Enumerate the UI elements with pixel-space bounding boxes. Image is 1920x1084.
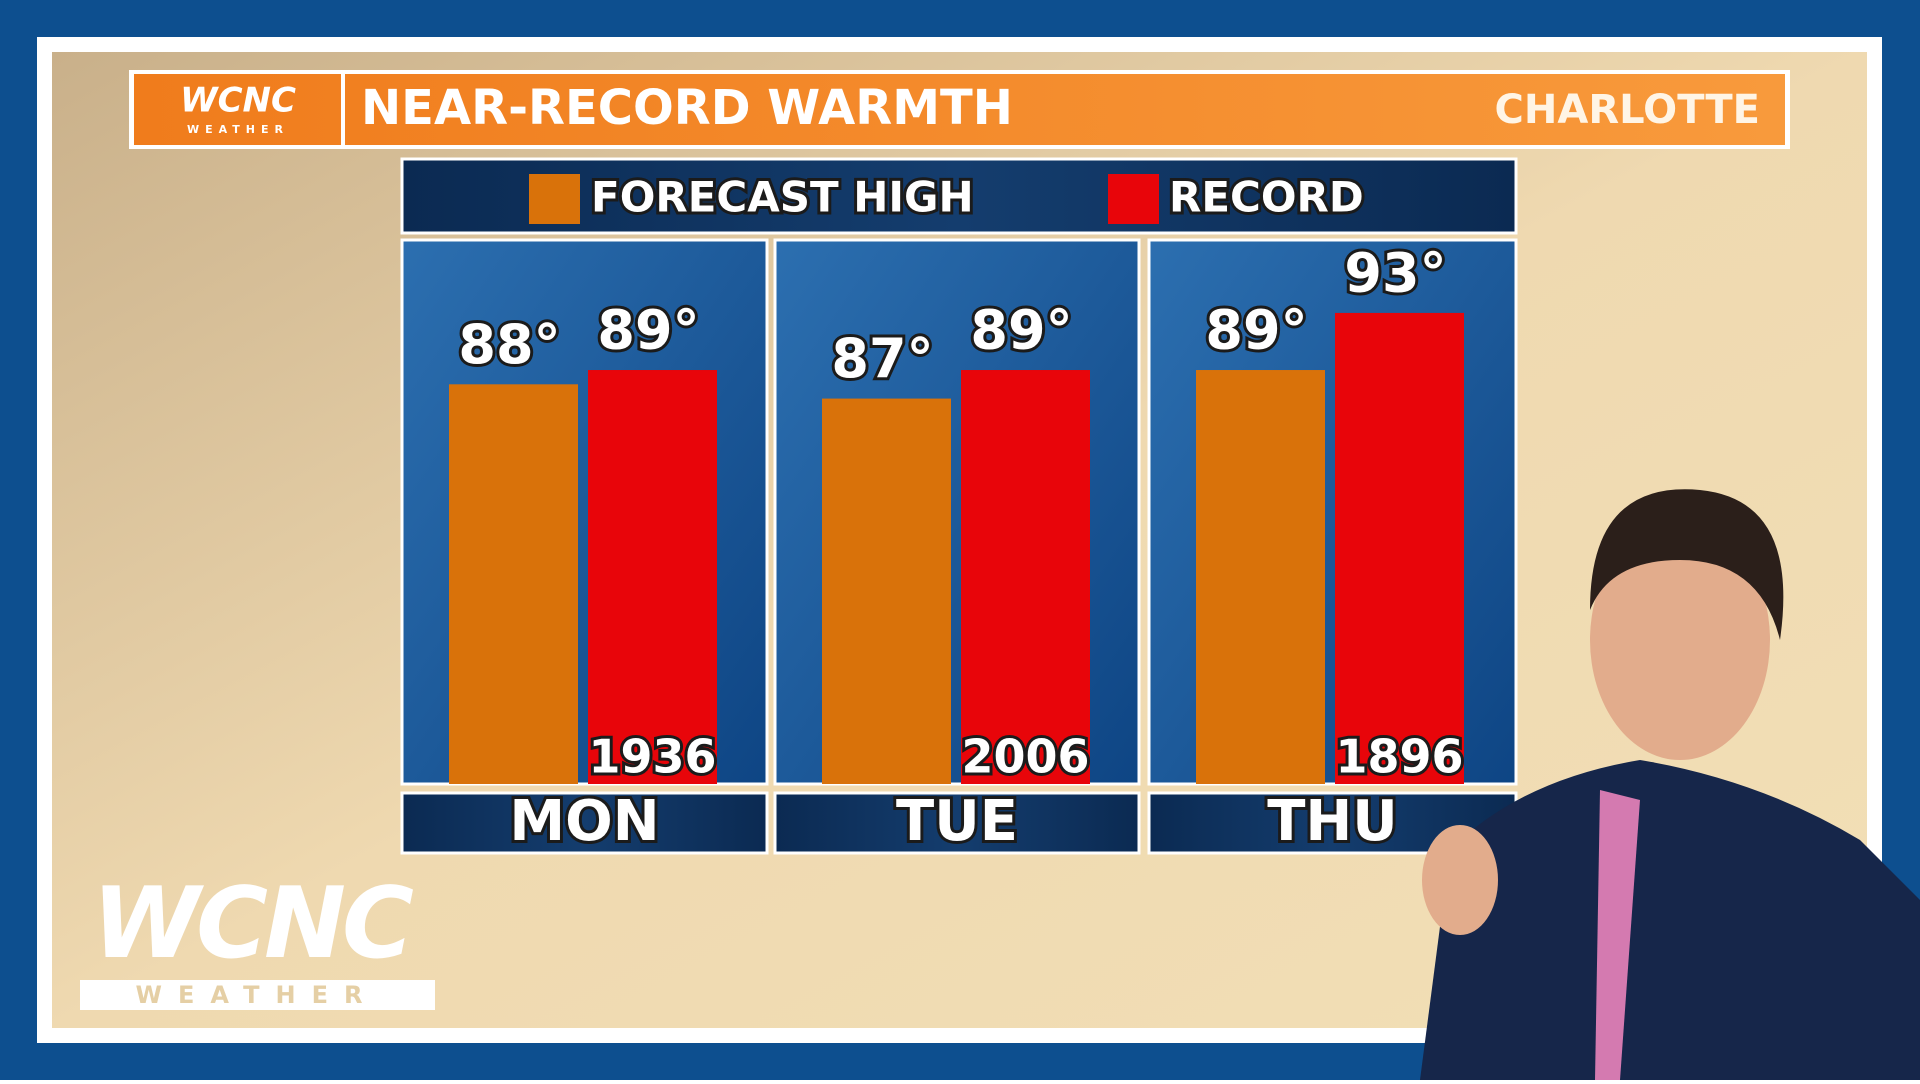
legend-label: RECORD [1169,173,1364,222]
hand [1422,825,1498,935]
value-label: 87° [831,327,933,390]
legend-swatch [529,174,580,224]
suit [1420,760,1920,1080]
logo-small: WCNC [180,81,296,121]
x-tick-label: MON [509,789,659,854]
logo-band [80,980,435,1010]
logo-small-sub: WEATHER [187,123,289,136]
legend-swatch [1108,174,1159,224]
record-year: 1936 [588,730,716,784]
bar [1335,312,1464,784]
legend [400,157,1518,235]
day-bar [400,791,769,855]
presenter [1420,489,1920,1080]
bar [961,370,1090,784]
face [1590,520,1770,760]
chart-title: NEAR-RECORD WARMTH [361,80,1013,136]
bar [449,384,578,784]
bar [822,398,951,784]
value-label: 88° [458,313,560,376]
value-label: 93° [1344,242,1446,305]
record-year: 2006 [961,730,1089,784]
hair [1590,489,1784,640]
bar [1196,370,1325,784]
bar [588,370,717,784]
day-bar [773,791,1141,855]
logo-sub: WEATHER [136,981,379,1009]
record-year: 1896 [1335,730,1463,784]
value-label: 89° [1205,299,1307,362]
title-bar [134,74,1785,145]
x-tick-label: TUE [896,789,1018,854]
value-label: 89° [597,299,699,362]
legend-label: FORECAST HIGH [591,173,974,222]
tie [1595,790,1640,1080]
location: CHARLOTTE [1495,87,1760,133]
value-label: 89° [970,299,1072,362]
x-tick-label: THU [1267,789,1398,854]
logo: WCNC [92,867,413,981]
